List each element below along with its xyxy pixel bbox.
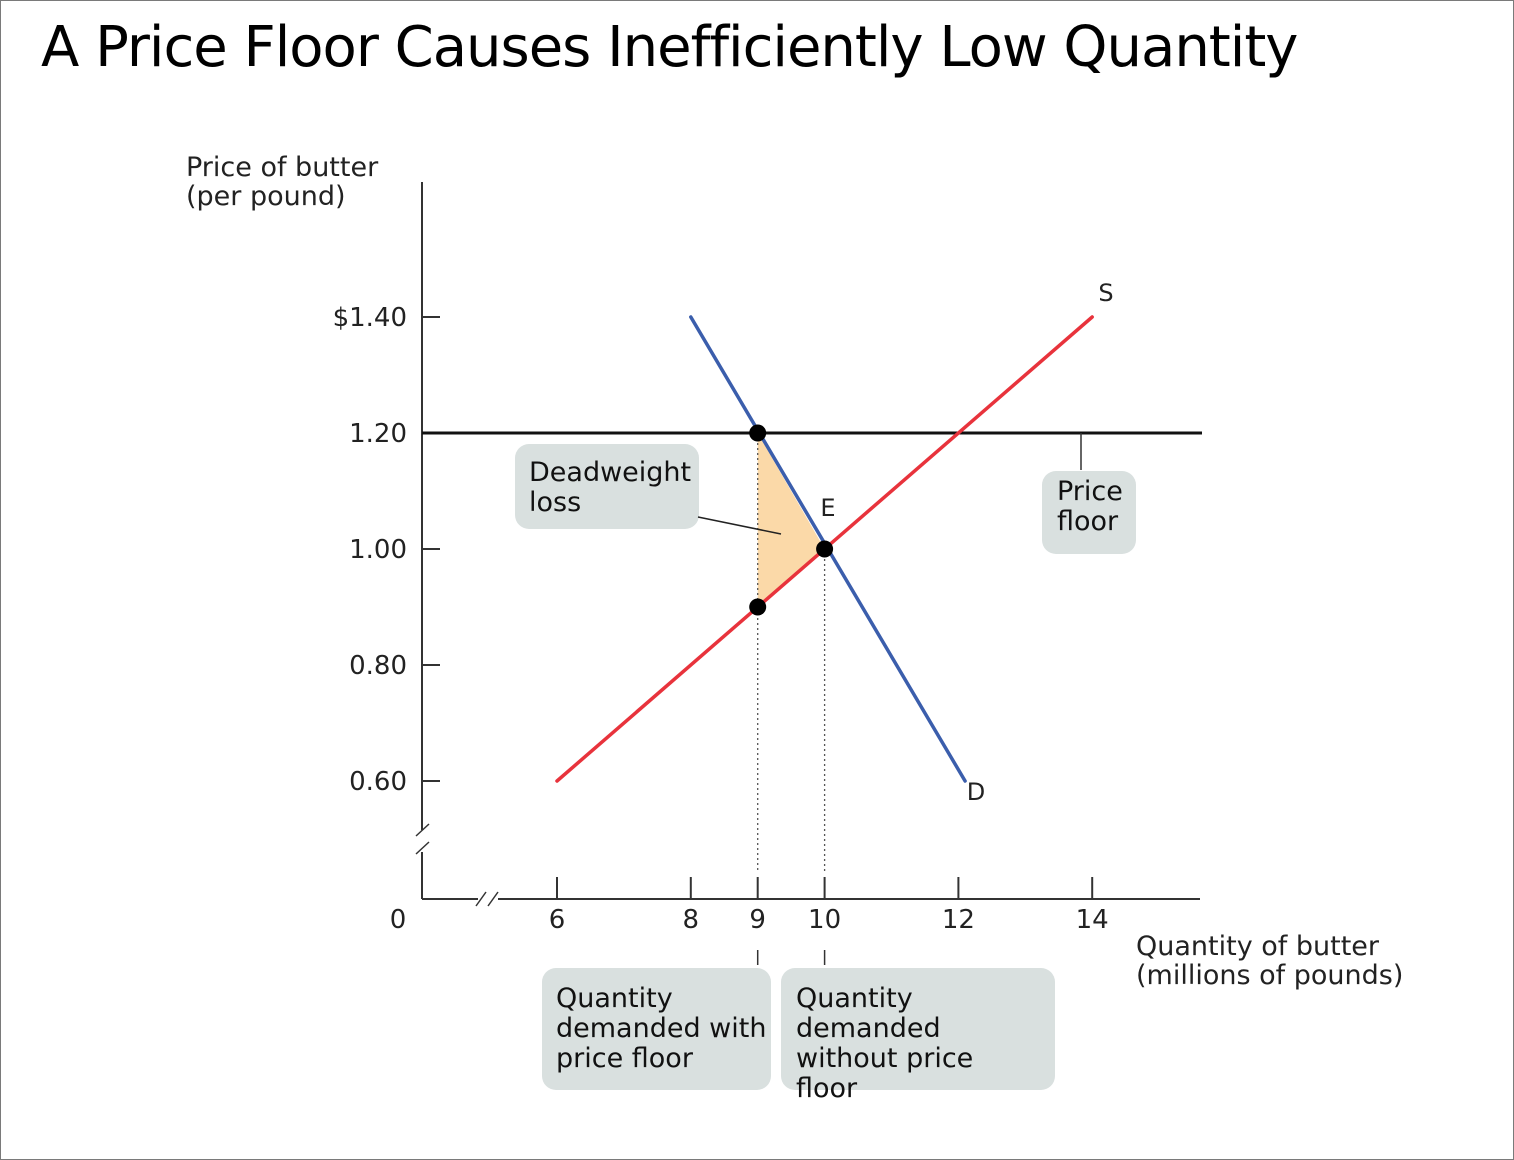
deadweight-loss-leader [697,516,782,535]
x-tick-label: 8 [683,905,700,935]
price-floor-label: floor [1057,506,1119,537]
quantity-with-floor-label: Quantity [556,983,673,1014]
price-floor-label: Price [1057,476,1123,507]
data-point [749,598,767,616]
supply-curve-label: S [1098,279,1113,307]
x-tick-label: 12 [942,905,975,935]
x-tick-label: 10 [808,905,841,935]
data-point [749,424,767,442]
quantity-without-floor-label: Quantity [796,983,913,1014]
y-tick-label: 1.00 [349,535,407,565]
x-tick-label: 6 [549,905,566,935]
y-axis-title: (per pound) [186,181,346,212]
y-tick-label: 1.20 [349,419,407,449]
deadweight-loss-callout [515,444,699,529]
y-axis-title: Price of butter [186,152,379,183]
data-point [816,540,834,558]
x-tick-label: 9 [749,905,766,935]
deadweight-loss-label: Deadweight [529,457,691,488]
x-axis-title: (millions of pounds) [1136,960,1403,991]
quantity-with-floor-label: demanded with [556,1013,766,1044]
y-tick-label: 0.60 [349,767,407,797]
x-tick-label: 14 [1076,905,1109,935]
x-axis-break-mark [487,891,499,907]
x-axis-break-mark [475,891,487,907]
price-floor-callout [1042,471,1136,554]
demand-curve-label: D [967,778,985,806]
quantity-without-floor-label: floor [796,1073,858,1104]
y-tick-label: 0.80 [349,651,407,681]
y-axis-break-mark [415,841,430,855]
deadweight-loss-label: loss [529,487,581,518]
quantity-without-floor-label: without price [796,1043,973,1074]
quantity-with-floor-label: price floor [556,1043,694,1074]
y-axis-break-mark [415,823,430,837]
equilibrium-label: E [820,494,835,522]
page-title: A Price Floor Causes Inefficiently Low Q… [41,15,1298,80]
y-tick-label: $1.40 [333,303,407,333]
quantity-without-floor-label: demanded [796,1013,941,1044]
origin-label: 0 [390,905,407,935]
deadweight-loss-area [757,433,825,607]
quantity-with-floor-callout [542,968,771,1090]
x-axis-title: Quantity of butter [1136,931,1380,962]
quantity-without-floor-callout [781,968,1055,1090]
